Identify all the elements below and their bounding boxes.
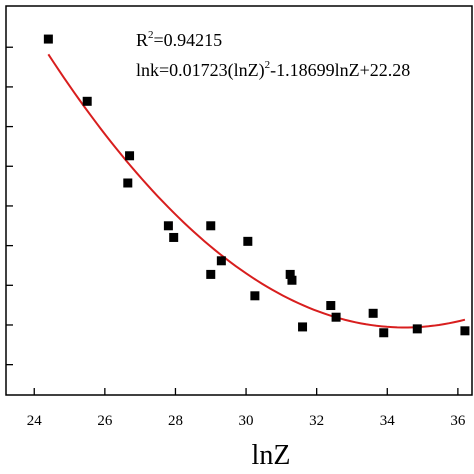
r-squared-value: =0.94215 — [154, 30, 223, 50]
r-squared-letter: R — [136, 30, 148, 50]
fit-equation-start: lnk=0.01723(lnZ) — [136, 60, 265, 81]
data-point — [326, 301, 336, 311]
y-axis-ticks — [6, 46, 13, 366]
x-tick-label: 28 — [168, 413, 183, 429]
data-point — [243, 236, 253, 246]
plot-frame — [5, 5, 473, 396]
data-point — [412, 324, 422, 334]
data-point — [206, 221, 216, 231]
fit-equation-rest: -1.18699lnZ+22.28 — [270, 60, 410, 80]
x-tick-label: 36 — [450, 413, 466, 429]
data-point — [123, 178, 133, 188]
fit-equation-exponent: 2 — [265, 59, 271, 71]
fit-curve — [47, 53, 466, 329]
data-point — [460, 326, 470, 336]
data-point — [82, 96, 92, 106]
x-tick-label: 34 — [380, 413, 396, 429]
x-tick-label: 30 — [239, 413, 254, 429]
x-tick-label: 26 — [97, 413, 113, 429]
data-points — [43, 34, 470, 338]
data-point — [331, 312, 341, 322]
data-point — [125, 151, 135, 161]
x-axis-title: lnZ — [252, 440, 291, 471]
data-point — [169, 232, 179, 242]
data-point — [287, 275, 297, 285]
data-point — [43, 34, 53, 44]
x-tick-label: 24 — [27, 413, 43, 429]
x-tick-labels: 24 26 28 30 32 34 36 — [27, 413, 466, 429]
data-point — [250, 291, 260, 301]
data-point — [216, 256, 226, 266]
data-point — [285, 269, 295, 279]
x-tick-label: 32 — [309, 413, 324, 429]
data-point — [163, 221, 173, 231]
data-point — [206, 269, 216, 279]
data-point — [368, 308, 378, 318]
x-axis-ticks — [33, 388, 459, 395]
r-squared-annotation: R2=0.94215 — [136, 29, 222, 50]
r-squared-exponent: 2 — [148, 29, 154, 41]
data-point — [298, 322, 308, 332]
data-point — [379, 328, 389, 338]
fit-equation-annotation: lnk=0.01723(lnZ)2-1.18699lnZ+22.28 — [136, 59, 410, 81]
